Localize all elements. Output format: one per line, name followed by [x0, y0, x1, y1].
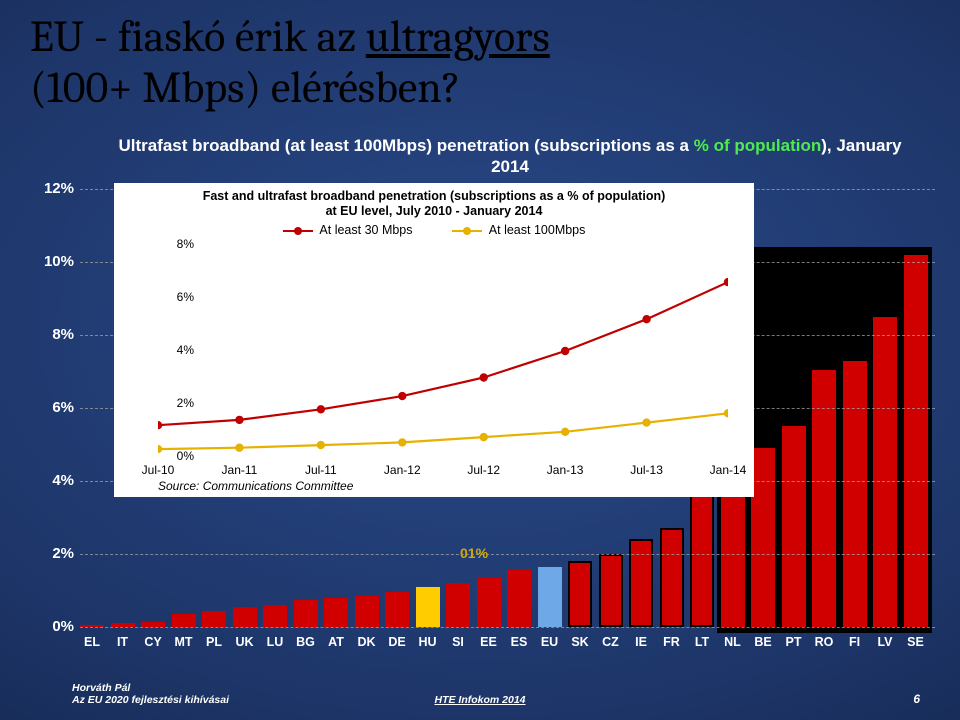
title-underlined: ultragyors: [366, 11, 550, 62]
bar: [202, 611, 226, 627]
bar-x-label: NL: [721, 635, 745, 649]
inner-x-tick: Jan-14: [703, 463, 753, 477]
bar: [873, 317, 897, 627]
bar: [446, 583, 470, 627]
bar-x-label: PL: [202, 635, 226, 649]
inner-x-tick: Jul-12: [459, 463, 509, 477]
inner-y-tick: 0%: [162, 449, 194, 463]
bar: [568, 561, 592, 627]
bar-x-label: RO: [812, 635, 836, 649]
bar: [538, 567, 562, 627]
bar-x-label: BE: [751, 635, 775, 649]
outer-chart-title: Ultrafast broadband (at least 100Mbps) p…: [100, 135, 920, 178]
inner-y-tick: 6%: [162, 290, 194, 304]
bar: [782, 426, 806, 627]
bar-x-label: IT: [111, 635, 135, 649]
bar-x-label: UK: [233, 635, 257, 649]
outer-y-tick: 4%: [40, 472, 74, 489]
inner-line-chart: Fast and ultrafast broadband penetration…: [114, 183, 754, 497]
bar: [385, 592, 409, 627]
inner-x-tick: Jul-10: [133, 463, 183, 477]
inner-plot-area: 0%2%4%6%8%Jul-10Jan-11Jul-11Jan-12Jul-12…: [158, 245, 728, 457]
bar-x-label: CZ: [599, 635, 623, 649]
outer-y-tick: 2%: [40, 545, 74, 562]
outer-gridline: [80, 627, 935, 628]
bar-x-label: SK: [568, 635, 592, 649]
bar: [629, 539, 653, 627]
title-part-a: EU - fiaskó érik az: [30, 11, 366, 62]
inner-chart-title: Fast and ultrafast broadband penetration…: [114, 189, 754, 219]
bar: [599, 554, 623, 627]
bar: [263, 605, 287, 627]
outer-y-tick: 12%: [40, 180, 74, 197]
bar: [233, 607, 257, 627]
legend-marker-b: [452, 225, 482, 237]
bar: [416, 587, 440, 627]
bar: [477, 578, 501, 627]
inner-y-tick: 8%: [162, 237, 194, 251]
bar-x-label: EU: [538, 635, 562, 649]
outer-gridline: [80, 554, 935, 555]
outer-y-tick: 8%: [40, 326, 74, 343]
bar-x-label: DK: [355, 635, 379, 649]
bar-x-label: AT: [324, 635, 348, 649]
footer-right: 6: [913, 692, 920, 706]
inner-x-tick: Jul-11: [296, 463, 346, 477]
title-part-c: (100+ Mbps) elérésben?: [30, 62, 460, 113]
inner-source: Source: Communications Committee: [158, 479, 353, 493]
footer-center: HTE Infokom 2014: [0, 694, 960, 706]
bar: [660, 528, 684, 627]
legend-item-30mbps: At least 30 Mbps: [283, 223, 413, 237]
bar-x-label: LV: [873, 635, 897, 649]
inner-svg: [158, 245, 728, 457]
bar-x-label: BG: [294, 635, 318, 649]
bar-x-label: SI: [446, 635, 470, 649]
bar-x-label: EE: [477, 635, 501, 649]
bar-x-label: MT: [172, 635, 196, 649]
bar-x-label: LU: [263, 635, 287, 649]
inner-x-tick: Jul-13: [622, 463, 672, 477]
inner-y-tick: 2%: [162, 396, 194, 410]
bar-x-label: FR: [660, 635, 684, 649]
inner-x-tick: Jan-12: [377, 463, 427, 477]
bar-x-label: DE: [385, 635, 409, 649]
bar: [843, 361, 867, 627]
outer-y-tick: 10%: [40, 253, 74, 270]
bar: [904, 255, 928, 627]
highlight-annotation: 01%: [460, 545, 488, 561]
inner-x-tick: Jan-13: [540, 463, 590, 477]
bar: [355, 596, 379, 627]
bar: [294, 600, 318, 627]
inner-y-tick: 4%: [162, 343, 194, 357]
bar-x-label: HU: [416, 635, 440, 649]
outer-bar-chart: Ultrafast broadband (at least 100Mbps) p…: [40, 155, 935, 655]
bar: [507, 570, 531, 627]
bar: [324, 598, 348, 627]
bar-x-label: ES: [507, 635, 531, 649]
bar-x-label: PT: [782, 635, 806, 649]
bar-x-label: EL: [80, 635, 104, 649]
bar-x-label: FI: [843, 635, 867, 649]
bar-x-label: IE: [629, 635, 653, 649]
outer-y-tick: 6%: [40, 399, 74, 416]
inner-x-tick: Jan-11: [214, 463, 264, 477]
bar: [751, 448, 775, 627]
slide-title: EU - fiaskó érik az ultragyors (100+ Mbp…: [30, 12, 550, 113]
bar-x-label: CY: [141, 635, 165, 649]
inner-legend: At least 30 Mbps At least 100Mbps: [114, 223, 754, 237]
legend-marker-a: [283, 225, 313, 237]
outer-y-tick: 0%: [40, 618, 74, 635]
bar-x-label: SE: [904, 635, 928, 649]
bar: [690, 488, 714, 627]
bar: [172, 614, 196, 627]
bar-x-label: LT: [690, 635, 714, 649]
legend-item-100mbps: At least 100Mbps: [452, 223, 585, 237]
